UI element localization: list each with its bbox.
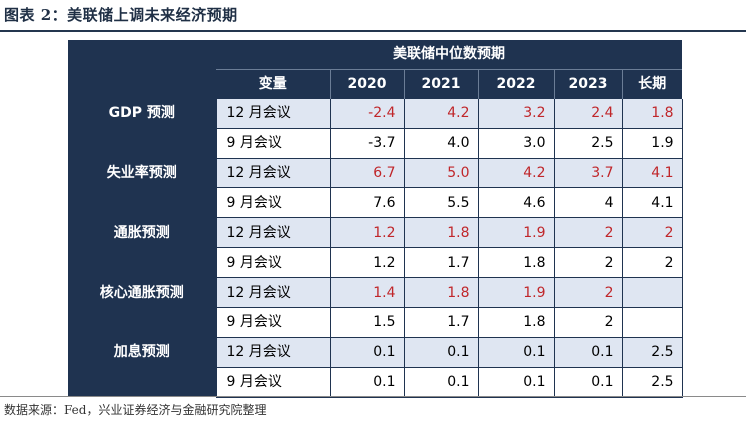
- value-cell: 0.1: [403, 367, 478, 398]
- group-header: 美联储中位数预期: [216, 40, 683, 70]
- row-label-gdp: GDP 预测: [68, 98, 216, 129]
- row-label-blank: [68, 307, 216, 338]
- value-cell: 5.0: [403, 158, 478, 189]
- meeting-cell: 9 月会议: [215, 187, 330, 219]
- row-label-blank: [68, 367, 216, 398]
- value-cell: 4.6: [477, 187, 554, 219]
- value-cell: 0.1: [477, 337, 554, 368]
- row-label-rate: 加息预测: [68, 337, 216, 368]
- value-cell: 0.1: [329, 337, 404, 368]
- row-label-blank: [68, 247, 216, 278]
- value-cell: 1.8: [621, 98, 683, 129]
- meeting-cell: 9 月会议: [215, 367, 330, 398]
- row-label-blank: [68, 187, 216, 218]
- value-cell: 1.8: [403, 277, 478, 309]
- value-cell: 4: [553, 187, 622, 219]
- value-cell: 1.4: [329, 277, 404, 309]
- table-row: GDP 预测 12 月会议 -2.4 4.2 3.2 2.4 1.8: [68, 98, 683, 129]
- row-label-inflation: 通胀预测: [68, 217, 216, 248]
- table-row: 加息预测 12 月会议 0.1 0.1 0.1 0.1 2.5: [68, 337, 683, 368]
- source-rule: [0, 396, 746, 397]
- value-cell: 3.2: [477, 98, 554, 129]
- value-cell: 4.1: [621, 187, 683, 219]
- value-cell: -3.7: [329, 128, 404, 159]
- forecast-table: 美联储中位数预期 变量 2020 2021 2022 2023 长期 GDP 预…: [68, 40, 683, 398]
- value-cell: 1.8: [477, 307, 554, 338]
- table-row: 9 月会议 1.5 1.7 1.8 2: [68, 307, 683, 338]
- value-cell: 1.7: [403, 247, 478, 279]
- value-cell: 0.1: [553, 367, 622, 398]
- meeting-cell: 12 月会议: [215, 217, 330, 249]
- value-cell: [621, 307, 683, 338]
- value-cell: 0.1: [553, 337, 622, 368]
- figure-title: 图表 2：美联储上调未来经济预期: [4, 6, 238, 24]
- meeting-cell: 9 月会议: [215, 247, 330, 279]
- column-header-2022: 2022: [477, 69, 554, 99]
- value-cell: 4.2: [403, 98, 478, 129]
- value-cell: 2.5: [553, 128, 622, 159]
- column-header-long-run: 长期: [621, 69, 683, 99]
- meeting-cell: 12 月会议: [215, 98, 330, 129]
- meeting-cell: 9 月会议: [215, 307, 330, 338]
- table-row: 9 月会议 7.6 5.5 4.6 4 4.1: [68, 187, 683, 219]
- meeting-cell: 12 月会议: [215, 158, 330, 189]
- header-blank: [68, 40, 216, 70]
- value-cell: 2: [553, 247, 622, 279]
- table-row: 9 月会议 -3.7 4.0 3.0 2.5 1.9: [68, 128, 683, 159]
- value-cell: 2: [621, 217, 683, 249]
- meeting-cell: 9 月会议: [215, 128, 330, 159]
- row-label-blank: [68, 128, 216, 159]
- column-header-2023: 2023: [553, 69, 622, 99]
- value-cell: [621, 277, 683, 309]
- column-header-2020: 2020: [329, 69, 404, 99]
- value-cell: 2: [553, 307, 622, 338]
- value-cell: 0.1: [477, 367, 554, 398]
- column-header-2021: 2021: [403, 69, 478, 99]
- value-cell: 2: [621, 247, 683, 279]
- value-cell: 1.9: [621, 128, 683, 159]
- value-cell: 1.8: [403, 217, 478, 249]
- value-cell: 1.2: [329, 217, 404, 249]
- value-cell: 6.7: [329, 158, 404, 189]
- value-cell: 2.5: [621, 367, 683, 398]
- value-cell: 1.9: [477, 217, 554, 249]
- value-cell: 4.0: [403, 128, 478, 159]
- value-cell: 4.2: [477, 158, 554, 189]
- value-cell: 2: [553, 277, 622, 309]
- value-cell: 1.2: [329, 247, 404, 279]
- value-cell: 1.5: [329, 307, 404, 338]
- table-row: 核心通胀预测 12 月会议 1.4 1.8 1.9 2: [68, 277, 683, 309]
- value-cell: 2.4: [553, 98, 622, 129]
- table-row: 9 月会议 1.2 1.7 1.8 2 2: [68, 247, 683, 279]
- table-row: 失业率预测 12 月会议 6.7 5.0 4.2 3.7 4.1: [68, 158, 683, 189]
- value-cell: 2.5: [621, 337, 683, 368]
- value-cell: 2: [553, 217, 622, 249]
- value-cell: 7.6: [329, 187, 404, 219]
- table-row: 9 月会议 0.1 0.1 0.1 0.1 2.5: [68, 367, 683, 398]
- source-note: 数据来源：Fed，兴业证券经济与金融研究院整理: [4, 403, 267, 417]
- meeting-cell: 12 月会议: [215, 337, 330, 368]
- column-header-variable: 变量: [216, 69, 330, 99]
- title-rule: [0, 30, 746, 32]
- value-cell: 3.7: [553, 158, 622, 189]
- value-cell: 5.5: [403, 187, 478, 219]
- row-label-unemployment: 失业率预测: [68, 158, 216, 188]
- table-row: 通胀预测 12 月会议 1.2 1.8 1.9 2 2: [68, 217, 683, 249]
- value-cell: 1.9: [477, 277, 554, 309]
- value-cell: 0.1: [403, 337, 478, 368]
- value-cell: 1.8: [477, 247, 554, 279]
- meeting-cell: 12 月会议: [215, 277, 330, 309]
- value-cell: -2.4: [329, 98, 404, 129]
- header-blank-2: [68, 69, 216, 99]
- value-cell: 3.0: [477, 128, 554, 159]
- value-cell: 4.1: [621, 158, 683, 189]
- value-cell: 0.1: [329, 367, 404, 398]
- row-label-core-inflation: 核心通胀预测: [68, 277, 216, 308]
- value-cell: 1.7: [403, 307, 478, 338]
